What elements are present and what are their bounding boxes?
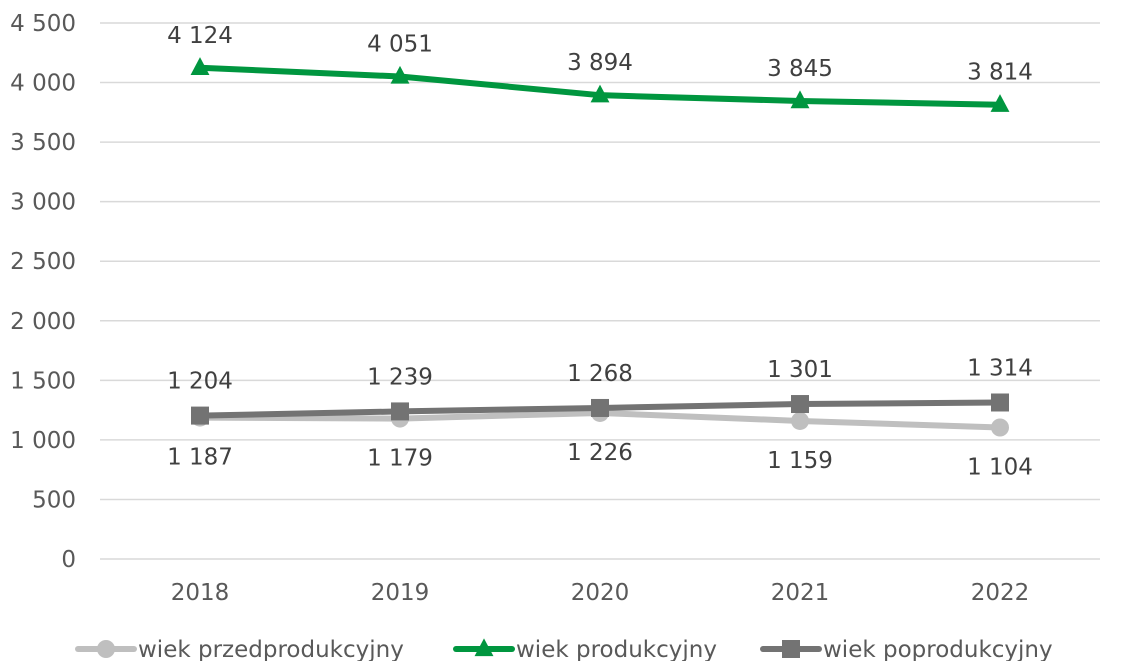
y-tick-label: 3 000 xyxy=(10,190,76,216)
data-point-square xyxy=(391,402,409,421)
y-tick-label: 4 500 xyxy=(10,11,76,37)
x-tick-label: 2020 xyxy=(571,580,630,606)
data-label: 1 226 xyxy=(567,440,633,466)
data-labels: 1 187 1 179 1 226 1 159 1 104 4 124 4 051 3 894… xyxy=(167,23,1033,481)
data-label: 1 268 xyxy=(567,361,633,387)
data-label: 3 814 xyxy=(967,60,1033,86)
data-label: 4 051 xyxy=(367,31,433,57)
data-label: 1 301 xyxy=(767,357,833,383)
data-label: 1 187 xyxy=(167,445,233,471)
data-label: 3 845 xyxy=(767,56,833,82)
data-point-circle xyxy=(991,418,1009,437)
y-tick-label: 3 500 xyxy=(10,130,76,156)
legend-label: wiek przedprodukcyjny xyxy=(138,637,404,661)
y-tick-label: 1 000 xyxy=(10,428,76,454)
legend-label: wiek produkcyjny xyxy=(516,637,717,661)
legend-marker-triangle xyxy=(474,638,494,657)
data-point-triangle xyxy=(990,94,1010,112)
data-point-circle xyxy=(791,411,809,430)
legend-marker-circle xyxy=(97,640,115,658)
series-lines xyxy=(190,57,1010,437)
data-label: 1 239 xyxy=(367,364,433,390)
y-tick-label: 4 000 xyxy=(10,71,76,97)
y-tick-label: 2 000 xyxy=(10,309,76,335)
x-tick-label: 2019 xyxy=(371,580,430,606)
y-tick-label: 1 500 xyxy=(10,368,76,394)
data-point-square xyxy=(591,398,609,417)
data-point-triangle xyxy=(390,65,410,84)
gridlines xyxy=(100,22,1100,560)
data-point-triangle xyxy=(190,57,210,75)
y-tick-label: 0 xyxy=(61,547,76,573)
data-label: 1 179 xyxy=(367,446,433,472)
data-label: 4 124 xyxy=(167,23,233,49)
data-label: 1 314 xyxy=(967,355,1033,381)
legend-label: wiek poprodukcyjny xyxy=(823,637,1053,661)
legend-marker-square xyxy=(782,640,800,658)
data-point-square xyxy=(791,395,809,414)
data-point-square xyxy=(991,393,1009,412)
x-axis: 2018 2019 2020 2021 2022 xyxy=(171,580,1030,606)
x-tick-label: 2021 xyxy=(771,580,830,606)
data-point-triangle xyxy=(790,90,810,109)
data-label: 1 104 xyxy=(967,455,1033,481)
data-label: 1 204 xyxy=(167,369,233,395)
legend: wiek przedprodukcyjny wiek produkcyjny wie… xyxy=(75,637,1053,661)
data-point-square xyxy=(191,406,209,425)
y-axis: 0 500 1 000 1 500 2 000 2 500 3 000 3 500 4 000 4… xyxy=(10,11,76,573)
x-tick-label: 2018 xyxy=(171,580,230,606)
data-label: 3 894 xyxy=(567,50,633,76)
y-tick-label: 2 500 xyxy=(10,249,76,275)
data-point-triangle xyxy=(590,84,610,103)
y-tick-label: 500 xyxy=(32,487,76,513)
data-label: 1 159 xyxy=(767,448,833,474)
x-tick-label: 2022 xyxy=(971,580,1030,606)
